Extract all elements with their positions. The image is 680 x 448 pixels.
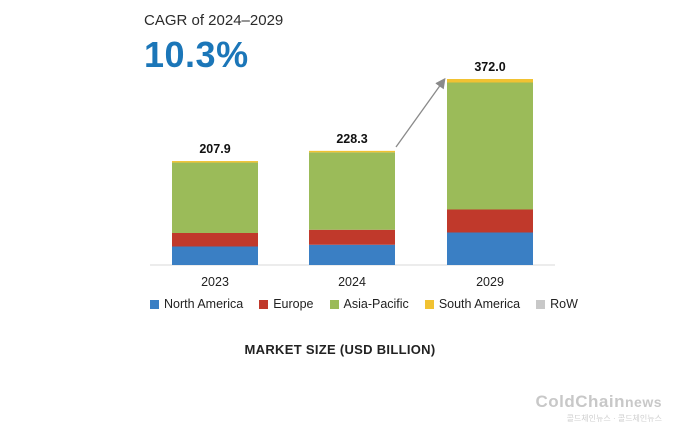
legend-item-row: RoW [536, 297, 578, 311]
growth-arrow [395, 77, 446, 148]
total-label-2029: 372.0 [474, 60, 505, 74]
total-label-2024: 228.3 [336, 132, 367, 146]
total-label-2023: 207.9 [199, 142, 230, 156]
x-tick-label-2024: 2024 [338, 275, 366, 289]
cagr-value: 10.3% [144, 34, 249, 75]
legend-label: North America [164, 297, 244, 311]
x-tick-label-2023: 2023 [201, 275, 229, 289]
watermark-tagline: 콜드체인뉴스 · 콜드체인뉴스 [566, 414, 662, 423]
legend-item-south-america: South America [424, 297, 521, 311]
legend-label: Asia-Pacific [343, 297, 409, 311]
cagr-label: CAGR of 2024–2029 [144, 12, 284, 29]
bar-segment-2024-north-america [309, 244, 395, 265]
bar-segment-2029-europe [447, 209, 533, 233]
bar-segment-2024-europe [309, 229, 395, 245]
legend-swatch-asia-pacific [329, 299, 339, 309]
legend-label: RoW [550, 297, 578, 311]
legend-item-europe: Europe [259, 297, 314, 311]
bar-segment-2023-europe [172, 233, 258, 247]
legend-swatch-north-america [150, 299, 159, 309]
watermark-logo: ColdChainnews 콜드체인뉴스 · 콜드체인뉴스 [535, 392, 662, 424]
legend-label: South America [438, 297, 521, 311]
legend-swatch-europe [259, 299, 269, 309]
bar-segment-2024-asia-pacific [309, 152, 395, 230]
bar-segment-2029-south-america [447, 79, 533, 83]
x-axis-label: MARKET SIZE (USD BILLION) [244, 342, 436, 357]
legend-item-asia-pacific: Asia-Pacific [329, 297, 409, 311]
bar-segment-2029-asia-pacific [447, 82, 533, 210]
bar-segment-2024-south-america [309, 150, 395, 153]
legend-label: Europe [273, 297, 314, 311]
plot-area: 207.9 2023 228.3 2024 372.0 2029 [150, 60, 555, 289]
watermark-brand: ColdChainnews [535, 392, 662, 411]
legend-swatch-row [536, 299, 546, 309]
legend: North America Europe Asia-Pacific South … [150, 297, 584, 311]
bar-segment-2023-north-america [172, 246, 258, 265]
legend-swatch-south-america [424, 299, 434, 309]
x-tick-label-2029: 2029 [476, 275, 504, 289]
bar-segment-2023-south-america [172, 161, 258, 163]
legend-item-north-america: North America [150, 297, 243, 311]
bar-segment-2023-asia-pacific [172, 162, 258, 233]
bar-segment-2029-north-america [447, 232, 533, 265]
